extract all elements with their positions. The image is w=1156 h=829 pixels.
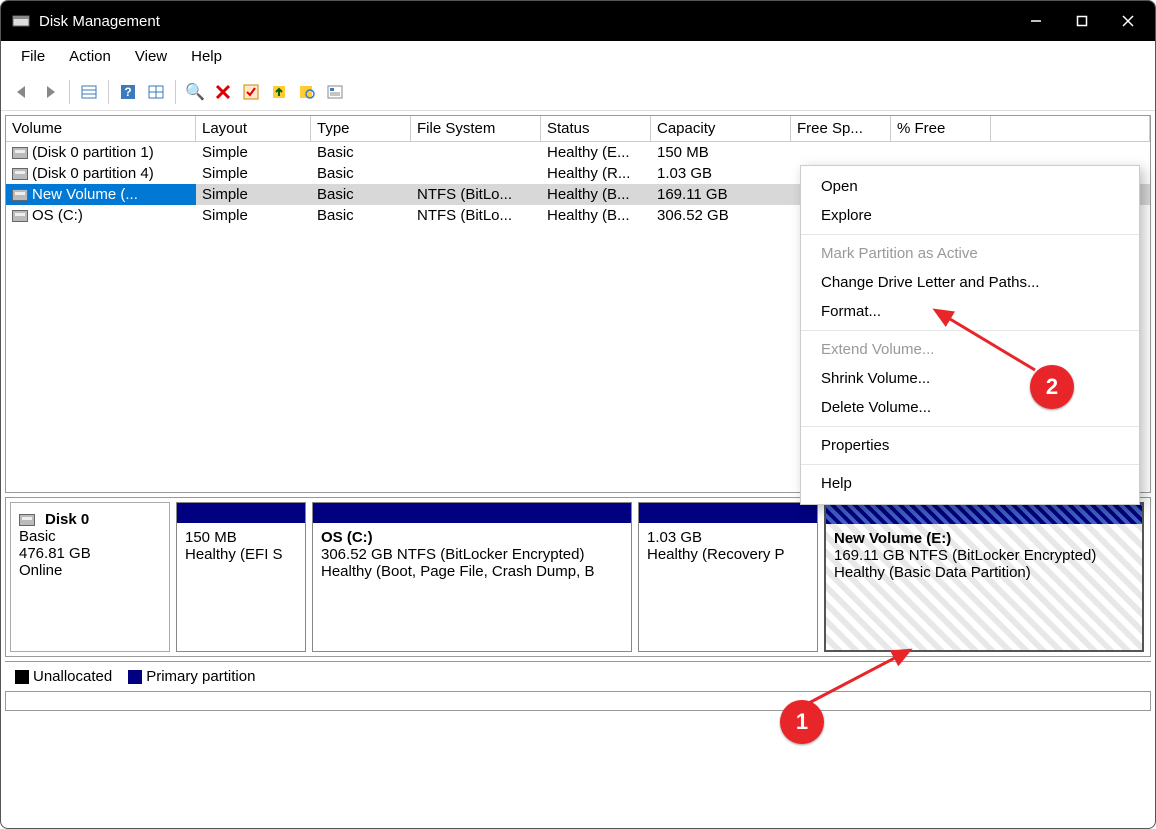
cell: Healthy (R... <box>541 163 651 184</box>
partition[interactable]: OS (C:)306.52 GB NTFS (BitLocker Encrypt… <box>312 502 632 652</box>
cell: Healthy (E... <box>541 142 651 163</box>
col-header[interactable]: Status <box>541 116 651 141</box>
partition[interactable]: 150 MBHealthy (EFI S <box>176 502 306 652</box>
minimize-button[interactable] <box>1013 1 1059 41</box>
col-header[interactable]: % Free <box>891 116 991 141</box>
ctx-item[interactable]: Explore <box>801 201 1139 230</box>
grid-icon[interactable] <box>143 79 169 105</box>
statusbar <box>5 691 1151 711</box>
cell <box>411 151 541 155</box>
partition[interactable]: New Volume (E:)169.11 GB NTFS (BitLocker… <box>824 502 1144 652</box>
close-button[interactable] <box>1105 1 1151 41</box>
context-menu: OpenExplore Mark Partition as ActiveChang… <box>800 165 1140 505</box>
menu-file[interactable]: File <box>9 44 57 69</box>
cell: Basic <box>311 205 411 226</box>
col-header[interactable]: Volume <box>6 116 196 141</box>
col-header[interactable]: File System <box>411 116 541 141</box>
cell: NTFS (BitLo... <box>411 205 541 226</box>
ctx-item[interactable]: Open <box>801 172 1139 201</box>
ctx-item[interactable]: Help <box>801 469 1139 498</box>
disk-map: Disk 0 Basic 476.81 GB Online 150 MBHeal… <box>5 497 1151 657</box>
cell: Simple <box>196 163 311 184</box>
window-title: Disk Management <box>39 13 1013 30</box>
disk-size: 476.81 GB <box>19 545 161 562</box>
volume-row[interactable]: (Disk 0 partition 1)SimpleBasic Healthy (… <box>6 142 1150 163</box>
svg-text:?: ? <box>124 85 131 99</box>
ctx-item: Mark Partition as Active <box>801 239 1139 268</box>
cell <box>791 151 891 155</box>
col-header[interactable]: Capacity <box>651 116 791 141</box>
menubar: FileActionViewHelp <box>1 41 1155 73</box>
col-header[interactable]: Layout <box>196 116 311 141</box>
volume-header: VolumeLayoutTypeFile SystemStatusCapacit… <box>6 116 1150 142</box>
col-header[interactable]: Type <box>311 116 411 141</box>
cell: 150 MB <box>651 142 791 163</box>
cell: (Disk 0 partition 4) <box>6 163 196 184</box>
cell: Basic <box>311 184 411 205</box>
back-button[interactable] <box>9 79 35 105</box>
ctx-item[interactable]: Delete Volume... <box>801 393 1139 422</box>
disk-type: Basic <box>19 528 161 545</box>
cell: Basic <box>311 163 411 184</box>
cell: Simple <box>196 142 311 163</box>
cell <box>891 151 991 155</box>
cell: Healthy (B... <box>541 205 651 226</box>
view-icon[interactable] <box>294 79 320 105</box>
cell: (Disk 0 partition 1) <box>6 142 196 163</box>
cell: 169.11 GB <box>651 184 791 205</box>
annotation-badge-1: 1 <box>780 700 824 744</box>
cell <box>411 172 541 176</box>
cell: Simple <box>196 205 311 226</box>
menu-action[interactable]: Action <box>57 44 123 69</box>
app-icon <box>11 11 31 31</box>
disk-info: Disk 0 Basic 476.81 GB Online <box>10 502 170 652</box>
ctx-item[interactable]: Format... <box>801 297 1139 326</box>
form-icon[interactable] <box>322 79 348 105</box>
partition[interactable]: 1.03 GBHealthy (Recovery P <box>638 502 818 652</box>
ctx-item[interactable]: Properties <box>801 431 1139 460</box>
check-icon[interactable] <box>238 79 264 105</box>
cell: NTFS (BitLo... <box>411 184 541 205</box>
forward-button[interactable] <box>37 79 63 105</box>
cell: 306.52 GB <box>651 205 791 226</box>
cell: Simple <box>196 184 311 205</box>
partition-container: 150 MBHealthy (EFI SOS (C:)306.52 GB NTF… <box>170 502 1146 652</box>
legend-item: Primary partition <box>128 668 255 685</box>
cell: Healthy (B... <box>541 184 651 205</box>
cell: Basic <box>311 142 411 163</box>
delete-icon[interactable] <box>210 79 236 105</box>
cell: 1.03 GB <box>651 163 791 184</box>
disk-name: Disk 0 <box>45 511 89 528</box>
col-header[interactable]: Free Sp... <box>791 116 891 141</box>
disk-icon <box>19 514 35 526</box>
search-icon[interactable]: 🔍 <box>182 79 208 105</box>
legend: Unallocated Primary partition <box>5 661 1151 691</box>
menu-help[interactable]: Help <box>179 44 234 69</box>
ctx-item[interactable]: Change Drive Letter and Paths... <box>801 268 1139 297</box>
table-icon[interactable] <box>76 79 102 105</box>
maximize-button[interactable] <box>1059 1 1105 41</box>
ctx-item: Extend Volume... <box>801 335 1139 364</box>
menu-view[interactable]: View <box>123 44 179 69</box>
help-icon[interactable]: ? <box>115 79 141 105</box>
disk-state: Online <box>19 562 161 579</box>
legend-item: Unallocated <box>15 668 112 685</box>
ctx-item[interactable]: Shrink Volume... <box>801 364 1139 393</box>
annotation-badge-2: 2 <box>1030 365 1074 409</box>
export-icon[interactable] <box>266 79 292 105</box>
toolbar: ? 🔍 <box>1 73 1155 111</box>
titlebar: Disk Management <box>1 1 1155 41</box>
cell: New Volume (... <box>6 184 196 205</box>
cell: OS (C:) <box>6 205 196 226</box>
